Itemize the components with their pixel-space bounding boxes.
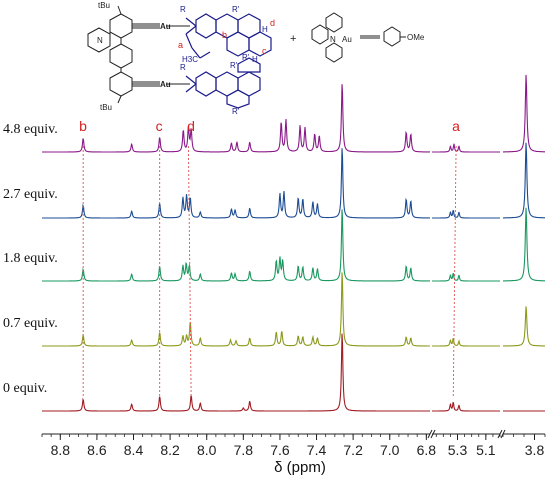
spectrum-line: [432, 143, 500, 153]
trace-label: 1.8 equiv.: [3, 251, 58, 266]
tick-label: 8.2: [160, 442, 180, 458]
spectrum-series: [42, 207, 545, 282]
spectrum-line: [42, 84, 430, 153]
r-label-top: R: [180, 5, 186, 14]
complex-au-label: Au: [342, 35, 352, 44]
struct-letter-a: a: [178, 40, 183, 50]
peak-letter: a: [452, 118, 460, 134]
tick-label: 6.8: [417, 442, 437, 458]
trace-label: 2.7 equiv.: [3, 187, 58, 202]
structure-inset: tBu tBu N Au Au R R' R' H H: [87, 1, 425, 116]
spectrum-series: [42, 333, 545, 412]
spectrum-series: [42, 74, 545, 153]
h-label-d: H: [262, 25, 268, 34]
trace-labels: 4.8 equiv. 2.7 equiv. 1.8 equiv. 0.7 equiv.…: [3, 122, 58, 396]
tbu-top-label: tBu: [98, 1, 110, 10]
tick-label: 3.8: [525, 442, 545, 458]
trace-label: 4.8 equiv.: [3, 122, 58, 137]
axis-break: [500, 429, 506, 439]
tick-label: 7.2: [343, 442, 363, 458]
r-prime-top: R': [232, 5, 240, 14]
spectrum-line: [432, 338, 500, 347]
au-bottom-label: Au: [160, 80, 171, 89]
x-axis-label: δ (ppm): [274, 459, 326, 476]
struct-letter-d: d: [270, 18, 275, 28]
spectrum-line: [432, 273, 500, 282]
r-prime-bottom: R': [230, 61, 238, 70]
au-top-label: Au: [160, 22, 171, 31]
spectrum-line: [503, 74, 545, 153]
h-label-c: H: [252, 55, 258, 64]
trace-label: 0 equiv.: [3, 381, 47, 396]
tick-label: 7.0: [380, 442, 400, 458]
h3c-label: H3C: [182, 55, 198, 64]
tick-label: 5.3: [448, 442, 468, 458]
tick-label: 7.8: [234, 442, 254, 458]
peak-letter: d: [187, 118, 195, 134]
tick-label: 5.1: [476, 442, 496, 458]
ome-label: OMe: [407, 33, 425, 42]
r-prime-bottom-low: R': [232, 107, 240, 116]
plus-sign: +: [290, 33, 296, 45]
spectrum-line: [42, 209, 430, 282]
tbu-bottom-label: tBu: [100, 103, 112, 112]
tick-label: 8.0: [197, 442, 217, 458]
r-prime-top-low: R': [242, 53, 250, 62]
spectrum-line: [432, 210, 500, 219]
spectrum-line: [503, 306, 545, 347]
ligand-backbone: [87, 5, 190, 104]
trace-label: 0.7 equiv.: [3, 316, 58, 331]
complex-n-label: N: [330, 35, 336, 44]
pyridine-n-label: N: [97, 36, 103, 45]
axis-break: [427, 429, 433, 439]
spectrum-line: [432, 402, 500, 412]
spectrum-line: [42, 333, 430, 412]
x-axis: 8.8 8.6 8.4 8.2 8.0 7.8 7.6 7.4 7.2 7.0 6.8 5.3 5.1 3…: [41, 429, 546, 458]
tick-label: 7.6: [270, 442, 290, 458]
guide-line: [452, 145, 457, 399]
tick-label: 8.8: [51, 442, 71, 458]
tick-label: 7.4: [307, 442, 327, 458]
axis-break: [430, 429, 436, 439]
pyrene-units: [185, 13, 272, 109]
spectrum-line: [42, 272, 430, 347]
spectra-traces: [42, 74, 545, 412]
spectrum-line: [42, 148, 430, 219]
guide-lines: [82, 145, 457, 399]
spectrum-series: [42, 142, 545, 219]
peak-letter: c: [156, 118, 163, 134]
struct-letter-c: c: [262, 46, 267, 56]
tick-label: 8.4: [124, 442, 144, 458]
tick-label: 8.6: [87, 442, 107, 458]
r-label-bottom: R: [180, 63, 186, 72]
peak-letter: b: [79, 118, 87, 134]
struct-letter-b: b: [222, 30, 227, 40]
spectrum-line: [503, 207, 545, 282]
au-complex: [311, 12, 406, 63]
spectrum-series: [42, 272, 545, 347]
axis-break: [497, 429, 503, 439]
spectrum-line: [503, 142, 545, 219]
